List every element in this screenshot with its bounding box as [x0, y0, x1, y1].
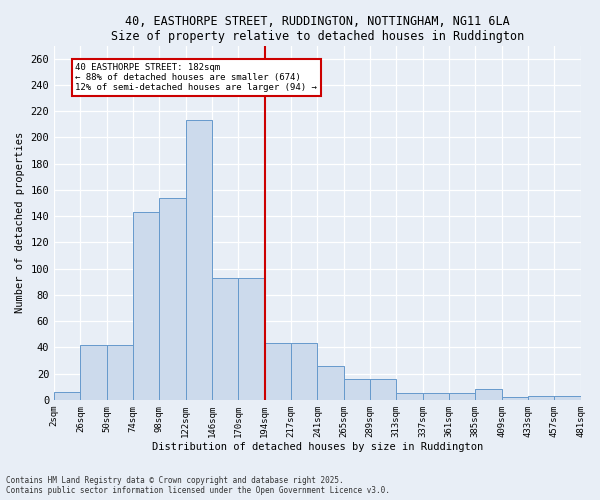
- Bar: [396, 394, 422, 400]
- X-axis label: Distribution of detached houses by size in Ruddington: Distribution of detached houses by size …: [152, 442, 483, 452]
- Bar: [344, 379, 370, 400]
- Bar: [449, 394, 475, 400]
- Bar: [502, 397, 528, 400]
- Bar: [291, 344, 317, 400]
- Text: Contains HM Land Registry data © Crown copyright and database right 2025.
Contai: Contains HM Land Registry data © Crown c…: [6, 476, 390, 495]
- Y-axis label: Number of detached properties: Number of detached properties: [15, 132, 25, 314]
- Bar: [54, 392, 80, 400]
- Bar: [475, 390, 502, 400]
- Bar: [422, 394, 449, 400]
- Bar: [212, 278, 238, 400]
- Bar: [107, 344, 133, 400]
- Bar: [265, 344, 291, 400]
- Bar: [186, 120, 212, 400]
- Bar: [554, 396, 581, 400]
- Bar: [370, 379, 396, 400]
- Bar: [133, 212, 160, 400]
- Bar: [238, 278, 265, 400]
- Bar: [80, 344, 107, 400]
- Title: 40, EASTHORPE STREET, RUDDINGTON, NOTTINGHAM, NG11 6LA
Size of property relative: 40, EASTHORPE STREET, RUDDINGTON, NOTTIN…: [111, 15, 524, 43]
- Bar: [528, 396, 554, 400]
- Text: 40 EASTHORPE STREET: 182sqm
← 88% of detached houses are smaller (674)
12% of se: 40 EASTHORPE STREET: 182sqm ← 88% of det…: [75, 62, 317, 92]
- Bar: [317, 366, 344, 400]
- Bar: [160, 198, 186, 400]
